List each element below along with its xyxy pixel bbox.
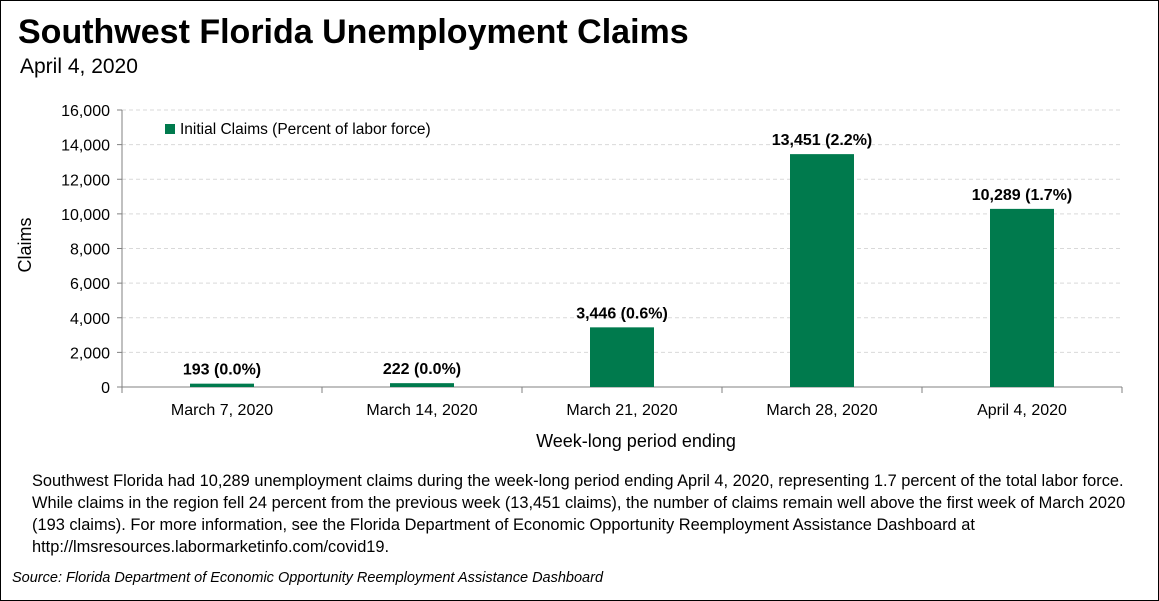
y-tick-label: 4,000 <box>70 311 110 328</box>
chart-description: Southwest Florida had 10,289 unemploymen… <box>32 472 1126 556</box>
bar-data-label: 10,289 (1.7%) <box>972 187 1073 204</box>
bar-data-label: 13,451 (2.2%) <box>772 132 873 149</box>
bars <box>190 154 1054 387</box>
source-note: Source: Florida Department of Economic O… <box>12 570 604 586</box>
y-tick-label: 14,000 <box>61 138 110 155</box>
y-axis-label: Claims <box>15 217 35 272</box>
bar <box>390 383 454 387</box>
x-tick-label: March 28, 2020 <box>766 402 877 419</box>
legend-label: Initial Claims (Percent of labor force) <box>180 121 431 138</box>
x-tick-label: March 7, 2020 <box>171 402 273 419</box>
bar-chart: 0 2,000 4,000 6,000 8,000 10,000 12,000 14,000 1… <box>15 103 1123 451</box>
y-tick-label: 6,000 <box>70 276 110 293</box>
x-axis-ticks: March 7, 2020 March 14, 2020 March 21, 202… <box>121 387 1123 419</box>
legend-swatch <box>165 124 175 134</box>
chart-title: Southwest Florida Unemployment Claims <box>18 13 689 51</box>
bar-data-label: 193 (0.0%) <box>183 362 261 379</box>
bar <box>990 208 1054 387</box>
bar-data-label: 3,446 (0.6%) <box>576 305 668 322</box>
bar <box>190 383 254 387</box>
bar <box>790 154 854 387</box>
data-labels: 193 (0.0%) 222 (0.0%) 3,446 (0.6%) 13,451 (… <box>183 132 1072 379</box>
chart-subtitle: April 4, 2020 <box>20 55 138 78</box>
x-tick-label: April 4, 2020 <box>977 402 1067 419</box>
bar-data-label: 222 (0.0%) <box>383 361 461 378</box>
x-tick-label: March 21, 2020 <box>566 402 677 419</box>
y-tick-label: 12,000 <box>61 172 110 189</box>
legend: Initial Claims (Percent of labor force) <box>165 121 431 138</box>
y-tick-label: 10,000 <box>61 207 110 224</box>
y-tick-label: 16,000 <box>61 103 110 120</box>
y-tick-label: 2,000 <box>70 345 110 362</box>
x-tick-label: March 14, 2020 <box>366 402 477 419</box>
bar <box>590 327 654 387</box>
x-axis-label: Week-long period ending <box>536 431 736 451</box>
y-tick-label: 8,000 <box>70 242 110 259</box>
y-tick-label: 0 <box>101 380 110 397</box>
y-axis-ticks: 0 2,000 4,000 6,000 8,000 10,000 12,000 14,000 1… <box>61 103 122 397</box>
